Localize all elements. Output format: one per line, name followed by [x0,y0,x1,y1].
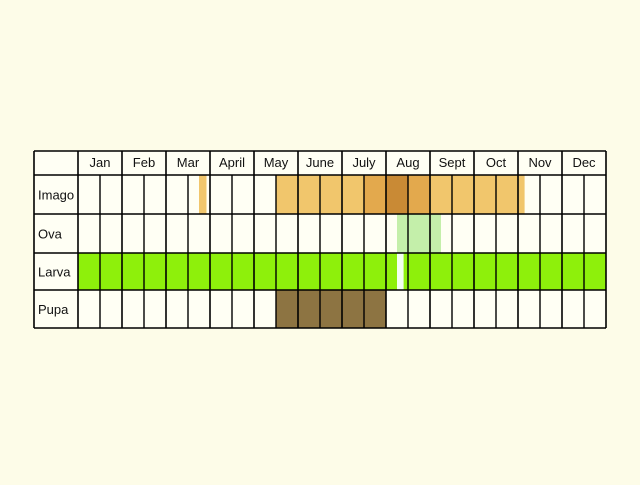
month-header-jan: Jan [90,155,111,170]
band-imago-3 [386,175,408,214]
row-label-pupa: Pupa [38,302,69,317]
band-imago-6 [518,175,525,214]
row-label-larva: Larva [38,265,71,280]
band-larva-0 [78,253,397,290]
month-header-aug: Aug [396,155,419,170]
month-header-nov: Nov [528,155,552,170]
month-header-july: July [352,155,376,170]
month-header-mar: Mar [177,155,200,170]
band-imago-2 [364,175,386,214]
band-ova-0 [397,214,441,253]
month-header-oct: Oct [486,155,507,170]
month-header-feb: Feb [133,155,155,170]
month-header-may: May [264,155,289,170]
band-pupa-0 [276,290,386,328]
band-imago-0 [199,175,207,214]
month-header-june: June [306,155,334,170]
band-larva-2 [403,253,606,290]
band-larva-1 [397,253,404,290]
month-header-april: April [219,155,245,170]
month-header-sept: Sept [439,155,466,170]
month-header-dec: Dec [572,155,596,170]
grid-labels: Jan Feb Mar April May June July Aug Sept Oct Nov De… [38,155,596,317]
row-label-ova: Ova [38,227,63,242]
row-label-imago: Imago [38,188,74,203]
band-imago-4 [408,175,430,214]
grid-lines [33,150,607,329]
